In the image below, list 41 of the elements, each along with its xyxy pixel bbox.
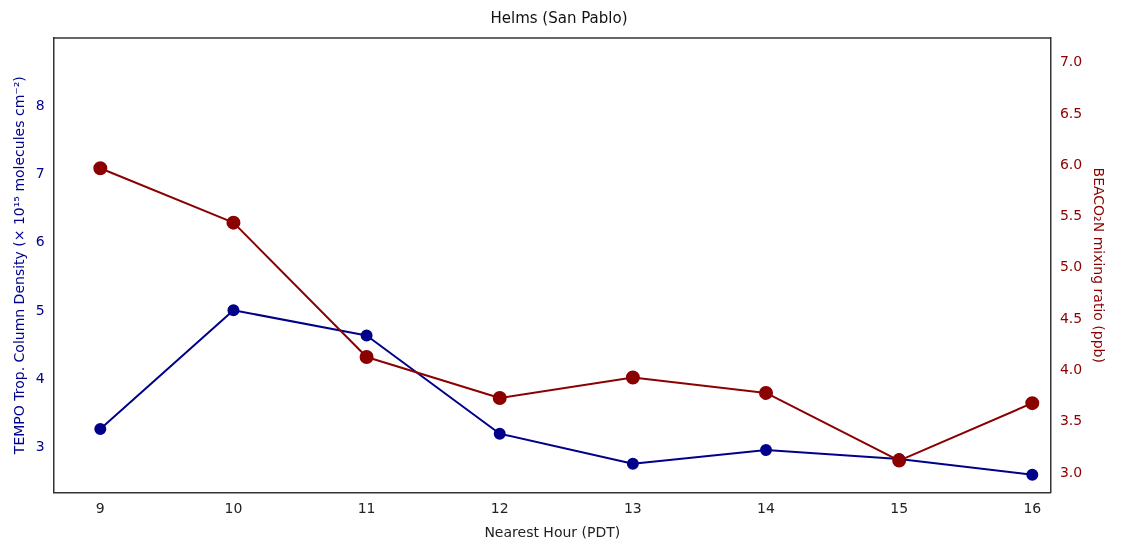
point xyxy=(492,391,507,406)
x-tick-label: 10 xyxy=(224,500,243,517)
y2-tick-label: 4.0 xyxy=(1059,360,1083,377)
x-axis-title: Nearest Hour (PDT) xyxy=(484,524,621,541)
point xyxy=(626,457,639,470)
y-tick-label: 5 xyxy=(35,301,45,318)
y-axis-title: TEMPO Trop. Column Density (× 10¹⁵ molecules cm⁻²) xyxy=(11,76,28,456)
x-tick-label: 11 xyxy=(357,500,376,517)
y-tick-label: 7 xyxy=(35,165,45,182)
y2-tick-label: 6.5 xyxy=(1059,104,1083,121)
y-tick-label: 6 xyxy=(35,233,45,250)
x-tick-label: 16 xyxy=(1023,500,1042,517)
point xyxy=(759,385,774,400)
point xyxy=(493,427,506,440)
y2-axis-title: BEACO₂N mixing ratio (ppb) xyxy=(1090,167,1107,363)
point xyxy=(1025,396,1040,411)
point xyxy=(1026,468,1039,481)
point xyxy=(94,422,107,435)
point xyxy=(760,444,773,457)
y2-tick-label: 6.0 xyxy=(1059,155,1083,172)
point xyxy=(625,370,640,385)
y2-tick-label: 5.0 xyxy=(1059,258,1083,275)
y2-tick-label: 3.0 xyxy=(1059,463,1083,480)
x-tick-label: 13 xyxy=(623,500,642,517)
x-tick-label: 14 xyxy=(757,500,776,517)
y-tick-label: 4 xyxy=(35,369,45,386)
point xyxy=(227,304,240,317)
point xyxy=(359,350,374,364)
x-tick-label: 15 xyxy=(890,500,909,517)
point xyxy=(93,161,108,176)
y2-tick-label: 7.0 xyxy=(1059,53,1083,70)
y2-tick-label: 5.5 xyxy=(1059,207,1083,224)
point xyxy=(360,329,373,342)
y-tick-label: 8 xyxy=(35,96,45,113)
x-tick-label: 12 xyxy=(490,500,509,517)
point xyxy=(226,215,241,230)
y2-tick-label: 4.5 xyxy=(1059,309,1083,326)
y2-tick-label: 3.5 xyxy=(1059,412,1083,429)
chart-title: Helms (San Pablo) xyxy=(490,8,628,27)
x-tick-label: 9 xyxy=(95,500,105,517)
y-tick-label: 3 xyxy=(35,438,45,455)
